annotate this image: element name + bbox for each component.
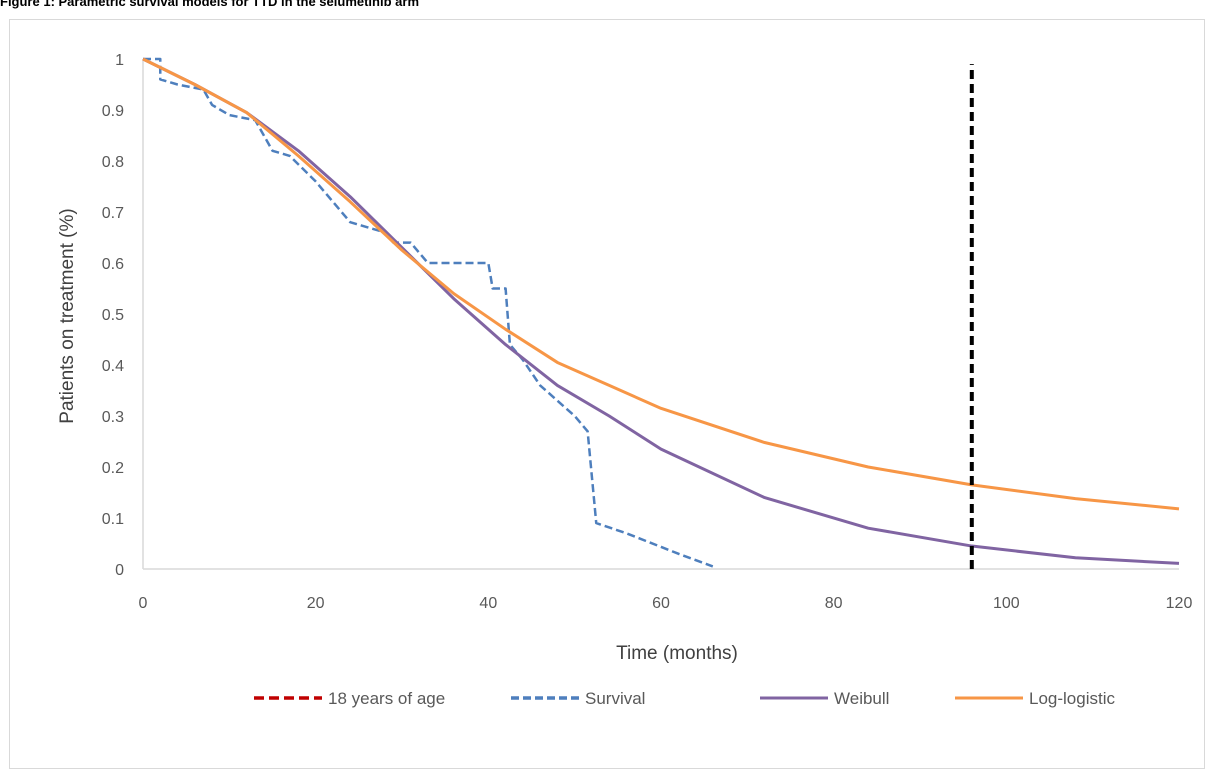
- legend-label: Weibull: [834, 689, 889, 708]
- series-line-log-logistic: [142, 57, 1180, 511]
- y-tick-label: 0.7: [102, 205, 124, 222]
- x-tick-label: 60: [652, 595, 670, 612]
- axis-layer: 0 20 40 60 80 100 120 0 0.1 0.2 0.3 0.4 0.5 0.6 0.7 0.8…: [102, 52, 1193, 612]
- legend: 18 years of age Survival Weibull Log-logist…: [254, 689, 1115, 708]
- x-tick-label: 20: [307, 595, 325, 612]
- x-tick-label: 0: [139, 595, 148, 612]
- y-tick-label: 0: [115, 562, 124, 579]
- x-axis-title: Time (months): [616, 643, 738, 664]
- y-tick-label: 1: [115, 52, 124, 69]
- y-tick-label: 0.5: [102, 307, 124, 324]
- x-tick-label: 120: [1166, 595, 1193, 612]
- series-line-survival: [143, 57, 714, 568]
- figure-caption: Figure 1: Parametric survival models for…: [0, 0, 420, 9]
- y-axis-title: Patients on treatment (%): [57, 208, 78, 423]
- x-tick-label: 100: [993, 595, 1020, 612]
- series-line-weibull: [142, 57, 1180, 565]
- y-tick-label: 0.6: [102, 256, 124, 273]
- legend-label: Log-logistic: [1029, 689, 1115, 708]
- x-tick-label: 80: [825, 595, 843, 612]
- y-tick-label: 0.8: [102, 154, 124, 171]
- y-tick-label: 0.1: [102, 511, 124, 528]
- series-layer: [142, 57, 1180, 569]
- legend-label: 18 years of age: [328, 689, 445, 708]
- chart-frame: [9, 19, 1205, 769]
- y-tick-label: 0.9: [102, 103, 124, 120]
- legend-label: Survival: [585, 689, 645, 708]
- y-tick-label: 0.2: [102, 460, 124, 477]
- y-tick-label: 0.3: [102, 409, 124, 426]
- x-tick-label: 40: [479, 595, 497, 612]
- y-tick-label: 0.4: [102, 358, 124, 375]
